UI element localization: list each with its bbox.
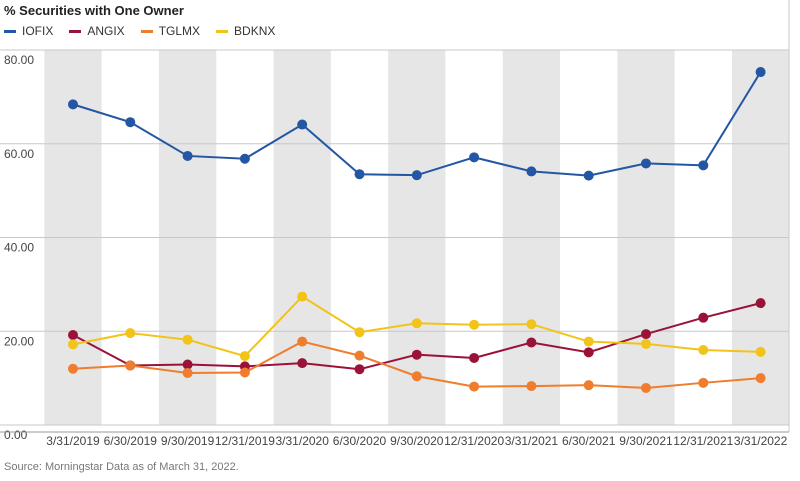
- legend-swatch: [4, 29, 16, 33]
- y-tick-label: 20.00: [4, 334, 34, 348]
- y-tick-label: 60.00: [4, 147, 34, 161]
- data-point-iofix: [411, 170, 422, 181]
- data-point-bdknx: [641, 338, 651, 349]
- y-tick-label: 0.00: [4, 428, 28, 442]
- legend-swatch: [216, 29, 229, 33]
- data-point-tglmx: [239, 367, 250, 378]
- data-point-bdknx: [583, 336, 594, 347]
- data-point-angix: [583, 347, 594, 358]
- data-point-iofix: [755, 67, 766, 78]
- data-point-iofix: [239, 153, 250, 164]
- data-point-tglmx: [125, 360, 136, 371]
- data-point-bdknx: [182, 334, 193, 345]
- data-point-angix: [68, 330, 78, 340]
- chart-title: % Securities with One Owner: [4, 3, 184, 18]
- data-point-bdknx: [297, 291, 308, 302]
- x-tick-label: 12/31/2020: [444, 434, 504, 448]
- data-point-angix: [411, 349, 422, 360]
- data-point-bdknx: [354, 327, 365, 338]
- data-point-tglmx: [354, 350, 365, 361]
- legend: IOFIX ANGIX TGLMX BDKNX: [4, 24, 291, 38]
- x-tick-label: 3/31/2019: [46, 434, 100, 448]
- data-point-angix: [526, 337, 537, 348]
- data-point-bdknx: [411, 318, 422, 329]
- data-point-angix: [755, 298, 766, 309]
- legend-item-bdknx: BDKNX: [216, 24, 275, 38]
- x-tick-label: 3/31/2022: [734, 434, 788, 448]
- data-point-tglmx: [182, 367, 193, 378]
- legend-label: BDKNX: [234, 24, 276, 38]
- data-point-bdknx: [526, 319, 537, 330]
- data-point-tglmx: [526, 381, 537, 392]
- x-tick-label: 12/31/2019: [215, 434, 275, 448]
- data-point-iofix: [469, 152, 480, 163]
- data-point-tglmx: [411, 371, 422, 382]
- legend-item-iofix: IOFIX: [4, 24, 53, 38]
- data-point-iofix: [583, 170, 594, 181]
- data-point-tglmx: [583, 380, 594, 391]
- data-point-bdknx: [68, 339, 78, 350]
- x-tick-label: 3/31/2020: [276, 434, 330, 448]
- data-point-angix: [354, 364, 365, 375]
- y-tick-label: 80.00: [4, 53, 34, 67]
- legend-item-tglmx: TGLMX: [140, 24, 201, 38]
- legend-label: ANGIX: [87, 24, 125, 38]
- data-point-angix: [297, 358, 308, 369]
- data-point-angix: [698, 312, 709, 323]
- data-point-tglmx: [641, 382, 651, 393]
- data-point-iofix: [526, 166, 537, 177]
- legend-swatch: [140, 29, 153, 33]
- data-point-tglmx: [469, 381, 480, 392]
- data-point-iofix: [641, 158, 651, 169]
- legend-item-angix: ANGIX: [69, 24, 125, 38]
- x-tick-label: 9/30/2020: [390, 434, 444, 448]
- data-point-angix: [182, 359, 193, 370]
- data-point-bdknx: [239, 351, 250, 362]
- data-point-iofix: [125, 117, 136, 128]
- data-point-tglmx: [698, 377, 709, 388]
- source-note: Source: Morningstar Data as of March 31,…: [4, 461, 239, 473]
- x-tick-label: 9/30/2021: [619, 434, 673, 448]
- data-point-angix: [469, 352, 480, 363]
- data-point-iofix: [182, 150, 193, 161]
- data-point-tglmx: [297, 336, 308, 347]
- x-tick-label: 3/31/2021: [505, 434, 559, 448]
- x-tick-label: 6/30/2021: [562, 434, 616, 448]
- data-point-tglmx: [755, 373, 766, 384]
- data-point-bdknx: [469, 319, 480, 330]
- data-point-iofix: [297, 119, 308, 130]
- legend-label: TGLMX: [158, 24, 201, 38]
- x-tick-label: 9/30/2019: [161, 434, 215, 448]
- data-point-bdknx: [698, 345, 709, 355]
- data-point-bdknx: [755, 346, 766, 357]
- data-point-iofix: [354, 169, 365, 180]
- data-point-iofix: [698, 160, 709, 171]
- data-point-bdknx: [125, 328, 136, 339]
- data-point-iofix: [68, 99, 78, 110]
- data-point-tglmx: [68, 363, 78, 374]
- data-point-angix: [641, 329, 651, 340]
- x-tick-label: 6/30/2019: [104, 434, 158, 448]
- y-tick-label: 40.00: [4, 241, 34, 255]
- legend-label: IOFIX: [22, 24, 54, 38]
- x-tick-label: 12/31/2021: [673, 434, 733, 448]
- x-tick-label: 6/30/2020: [333, 434, 387, 448]
- legend-swatch: [69, 29, 82, 33]
